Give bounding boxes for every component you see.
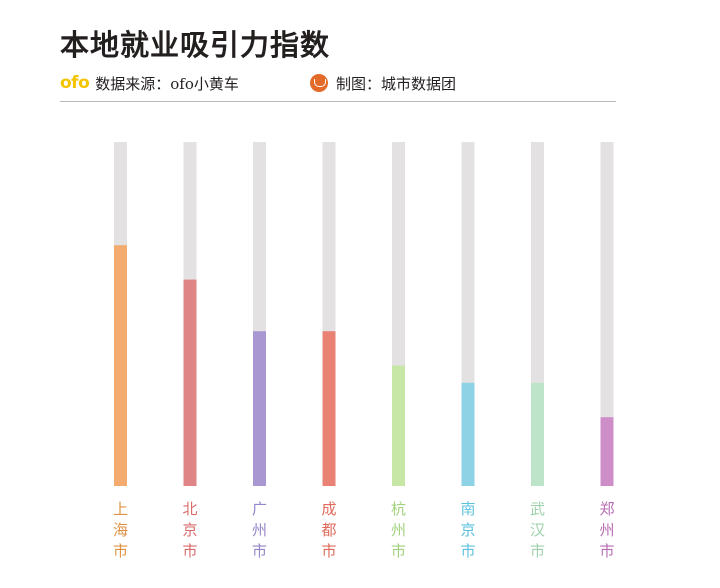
bar-7 <box>600 417 614 486</box>
bar-track <box>600 142 614 486</box>
category-label-3: 成都市 <box>321 500 336 560</box>
chart-maker: 制图：城市数据团 <box>310 70 456 96</box>
category-label-4: 杭州市 <box>391 500 406 560</box>
bar-4 <box>392 365 405 486</box>
category-label-0: 上海市 <box>113 500 128 560</box>
page-title: 本地就业吸引力指数 <box>60 28 331 62</box>
bar-5 <box>461 382 475 486</box>
bar-1 <box>183 279 197 486</box>
category-label-7: 郑州市 <box>599 500 614 560</box>
bar-3 <box>322 331 336 486</box>
header-divider <box>60 101 616 102</box>
data-source-text: 数据来源：ofo小黄车 <box>95 74 239 93</box>
bar-2 <box>253 331 266 486</box>
bar-0 <box>114 245 127 486</box>
ofo-logo-icon: ofo <box>60 73 90 93</box>
category-label-6: 武汉市 <box>530 500 545 560</box>
data-source: ofo 数据来源：ofo小黄车 <box>60 70 239 96</box>
city-data-group-icon <box>310 74 328 92</box>
category-label-5: 南京市 <box>460 500 475 560</box>
bar-6 <box>531 382 544 486</box>
category-label-2: 广州市 <box>252 500 267 560</box>
chart-maker-text: 制图：城市数据团 <box>336 74 457 93</box>
category-label-1: 北京市 <box>182 500 197 560</box>
